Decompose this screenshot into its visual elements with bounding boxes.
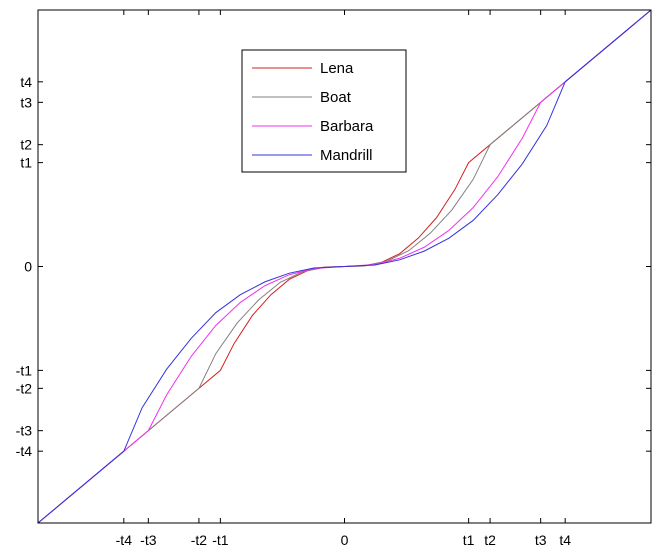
axis-ticks: -t4 -t3 -t2 -t1 0 t1 t2 t3 t4t4t3t2t10-t1-t2-t3-… bbox=[16, 10, 651, 548]
y-tick-label: -t2 bbox=[16, 380, 33, 396]
y-tick-label: -t1 bbox=[16, 362, 33, 378]
y-tick-label: t1 bbox=[20, 155, 32, 171]
legend-label-barbara: Barbara bbox=[320, 118, 374, 135]
legend-label-lena: Lena bbox=[320, 60, 354, 77]
y-tick-label: -t3 bbox=[16, 423, 33, 439]
y-tick-label: t3 bbox=[20, 94, 32, 110]
x-tick-label: t1 bbox=[463, 532, 475, 548]
y-tick-label: t2 bbox=[20, 137, 32, 153]
series-lines bbox=[37, 9, 652, 524]
x-tick-label: 0 bbox=[341, 532, 349, 548]
x-tick-label: t4 bbox=[559, 532, 571, 548]
legend: Lena Boat Barbara Mandrill bbox=[241, 49, 407, 173]
y-tick-label: 0 bbox=[24, 259, 32, 275]
legend-label-mandrill: Mandrill bbox=[320, 147, 373, 164]
y-tick-label: -t4 bbox=[16, 443, 33, 459]
x-tick-label: t3 bbox=[535, 532, 547, 548]
legend-box bbox=[241, 49, 407, 173]
x-tick-label: t2 bbox=[484, 532, 496, 548]
series-line-mandrill bbox=[37, 9, 652, 524]
x-tick-label: -t3 bbox=[140, 532, 157, 548]
y-tick-label: t4 bbox=[20, 74, 32, 90]
x-tick-label: -t4 bbox=[116, 532, 133, 548]
x-tick-label: -t1 bbox=[212, 532, 229, 548]
x-tick-label: -t2 bbox=[191, 532, 208, 548]
legend-label-boat: Boat bbox=[320, 89, 352, 106]
